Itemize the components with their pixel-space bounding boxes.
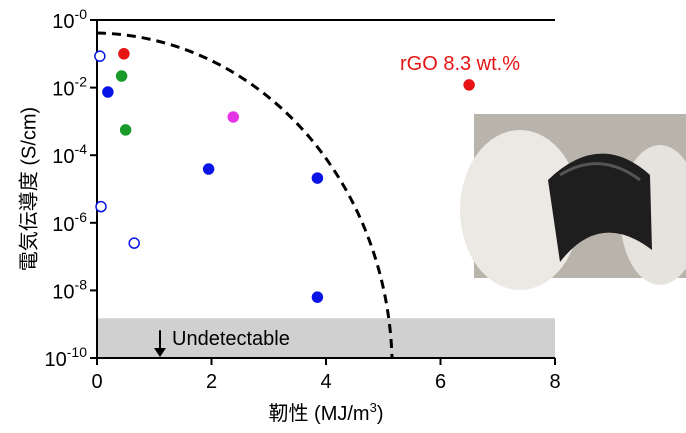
point [312, 173, 322, 183]
annotation: rGO 8.3 wt.% [400, 53, 520, 75]
point [96, 202, 106, 212]
point [103, 87, 113, 97]
point [119, 49, 129, 59]
point [228, 112, 238, 122]
point [464, 80, 474, 90]
y-axis-label: 電気伝導度 (S/cm) [17, 107, 40, 271]
y-tick-label: 10-8 [52, 276, 87, 303]
point [121, 125, 131, 135]
photo [460, 114, 686, 290]
y-tick-base: 10 [52, 11, 74, 33]
point [117, 71, 127, 81]
y-tick-label: 10-10 [45, 344, 88, 371]
x-tick-label: 2 [206, 371, 217, 393]
chart: 電気伝導度 (S/cm) 靭性 (MJ/m3) Undetectable 0 2 4 6… [0, 0, 686, 433]
y-tick-label: 10-6 [52, 209, 87, 236]
boundary-curve [97, 33, 392, 358]
y-tick-base: 10 [52, 214, 74, 236]
y-tick-label: 10-4 [52, 141, 87, 168]
x-axis-label-text: 靭性 (MJ/m [269, 402, 370, 425]
y-tick-exponent: -2 [75, 74, 88, 90]
y-tick-exponent: -8 [75, 276, 88, 292]
y-tick-base: 10 [52, 146, 74, 168]
y-tick-label: 10-2 [52, 74, 87, 101]
y-tick-exponent: -0 [75, 6, 88, 22]
x-tick-label: 8 [549, 371, 560, 393]
x-tick-label: 0 [91, 371, 102, 393]
x-tick-label: 4 [320, 371, 331, 393]
point [95, 51, 105, 61]
y-tick-base: 10 [52, 79, 74, 101]
y-tick-label: 10-0 [52, 6, 87, 33]
undetectable-label: Undetectable [172, 328, 290, 350]
y-tick-exponent: -10 [67, 344, 87, 360]
x-tick-label: 6 [435, 371, 446, 393]
x-axis-label: 靭性 (MJ/m3) [269, 400, 384, 425]
y-tick-exponent: -6 [75, 209, 88, 225]
y-tick-exponent: -4 [75, 141, 88, 157]
point [129, 238, 139, 248]
x-axis-label-suffix: ) [377, 403, 384, 425]
x-axis-label-sup: 3 [370, 400, 377, 415]
point [204, 164, 214, 174]
y-tick-base: 10 [52, 281, 74, 303]
point [312, 292, 322, 302]
undetectable-band [97, 318, 555, 358]
y-tick-base: 10 [45, 349, 67, 371]
